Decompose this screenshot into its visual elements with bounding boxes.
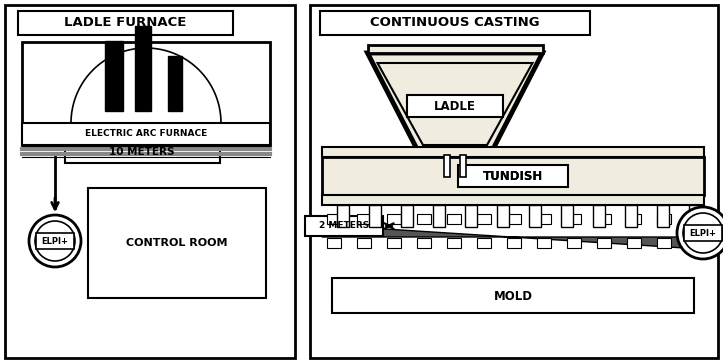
Bar — [327, 238, 341, 248]
Bar — [529, 205, 541, 227]
Text: CONTINUOUS CASTING: CONTINUOUS CASTING — [370, 16, 540, 29]
Bar — [567, 238, 581, 248]
Bar — [18, 11, 233, 35]
Bar — [465, 205, 477, 227]
Bar — [357, 238, 371, 248]
Bar — [305, 216, 383, 236]
Bar — [322, 147, 704, 157]
Bar — [369, 205, 381, 227]
Circle shape — [35, 221, 75, 261]
Bar — [407, 95, 503, 117]
Bar — [657, 205, 669, 227]
Bar — [689, 205, 701, 227]
Bar — [417, 238, 431, 248]
Text: ELPI+: ELPI+ — [690, 228, 716, 237]
Text: ELPI+: ELPI+ — [41, 237, 69, 245]
Bar — [507, 214, 521, 224]
Bar — [460, 155, 466, 177]
Bar — [322, 157, 704, 195]
Bar — [417, 214, 431, 224]
Bar — [597, 214, 611, 224]
Bar — [477, 214, 491, 224]
Bar — [537, 238, 551, 248]
Bar — [507, 238, 521, 248]
Bar — [5, 5, 295, 358]
Bar — [597, 238, 611, 248]
Circle shape — [677, 207, 723, 259]
Bar — [687, 238, 701, 248]
Bar — [310, 5, 718, 358]
Bar — [627, 214, 641, 224]
Bar — [135, 26, 151, 111]
Circle shape — [29, 215, 81, 267]
Polygon shape — [322, 225, 700, 249]
Bar — [627, 238, 641, 248]
Bar — [337, 205, 349, 227]
Text: TUNDISH: TUNDISH — [483, 170, 543, 183]
Bar — [327, 214, 341, 224]
Bar — [477, 238, 491, 248]
Text: 2 METERS: 2 METERS — [319, 221, 369, 231]
Bar — [561, 205, 573, 227]
Bar — [537, 214, 551, 224]
Bar — [497, 205, 509, 227]
Bar — [387, 238, 401, 248]
Bar — [458, 165, 568, 187]
Bar — [322, 195, 704, 205]
Bar — [657, 214, 671, 224]
Bar — [367, 45, 542, 53]
Bar — [687, 214, 701, 224]
Polygon shape — [377, 63, 533, 145]
Bar — [105, 41, 123, 111]
Bar — [401, 205, 413, 227]
Text: TUNDISH: TUNDISH — [483, 170, 543, 183]
Polygon shape — [367, 53, 542, 155]
Bar — [657, 238, 671, 248]
Circle shape — [683, 213, 723, 253]
Bar — [332, 278, 694, 313]
Bar — [447, 238, 461, 248]
Text: CONTROL ROOM: CONTROL ROOM — [127, 238, 228, 248]
Bar — [36, 233, 74, 249]
Bar — [357, 214, 371, 224]
Bar — [22, 42, 270, 145]
Text: LADLE: LADLE — [434, 99, 476, 113]
Text: LADLE FURNACE: LADLE FURNACE — [64, 16, 187, 29]
Bar — [88, 188, 266, 298]
Bar — [320, 11, 590, 35]
Bar — [567, 214, 581, 224]
Bar — [444, 155, 450, 177]
Bar — [65, 141, 220, 163]
Bar — [168, 56, 182, 111]
Bar — [387, 214, 401, 224]
Bar — [22, 123, 270, 145]
Bar — [593, 205, 605, 227]
Text: 10 METERS: 10 METERS — [109, 147, 175, 157]
Text: MOLD: MOLD — [494, 290, 533, 302]
Bar — [447, 214, 461, 224]
Bar — [433, 205, 445, 227]
Bar — [684, 225, 722, 241]
Bar — [625, 205, 637, 227]
Text: ELECTRIC ARC FURNACE: ELECTRIC ARC FURNACE — [85, 130, 207, 139]
